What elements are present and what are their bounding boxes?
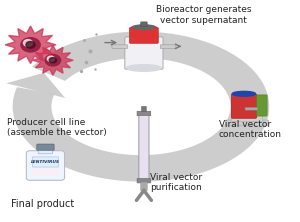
FancyBboxPatch shape bbox=[32, 157, 58, 167]
Circle shape bbox=[45, 55, 61, 66]
FancyBboxPatch shape bbox=[32, 165, 58, 176]
FancyBboxPatch shape bbox=[231, 104, 262, 121]
Circle shape bbox=[49, 57, 57, 63]
Text: Viral vector
concentration: Viral vector concentration bbox=[218, 120, 281, 139]
FancyBboxPatch shape bbox=[256, 95, 267, 116]
Ellipse shape bbox=[127, 65, 161, 71]
Ellipse shape bbox=[232, 91, 256, 96]
Ellipse shape bbox=[130, 26, 157, 31]
FancyBboxPatch shape bbox=[225, 120, 268, 126]
Polygon shape bbox=[5, 26, 56, 63]
FancyBboxPatch shape bbox=[231, 94, 257, 118]
FancyBboxPatch shape bbox=[130, 28, 158, 43]
FancyBboxPatch shape bbox=[139, 114, 149, 181]
FancyBboxPatch shape bbox=[141, 182, 147, 191]
FancyBboxPatch shape bbox=[160, 45, 176, 49]
FancyBboxPatch shape bbox=[141, 22, 147, 26]
FancyBboxPatch shape bbox=[37, 144, 54, 150]
Polygon shape bbox=[33, 45, 73, 75]
FancyBboxPatch shape bbox=[112, 45, 128, 49]
Text: Producer cell line
(assemble the vector): Producer cell line (assemble the vector) bbox=[7, 118, 106, 137]
FancyBboxPatch shape bbox=[137, 111, 151, 116]
FancyBboxPatch shape bbox=[125, 37, 163, 69]
FancyBboxPatch shape bbox=[137, 178, 151, 183]
FancyBboxPatch shape bbox=[26, 151, 64, 180]
Circle shape bbox=[23, 40, 33, 46]
Polygon shape bbox=[13, 32, 269, 182]
Text: Viral vector
purification: Viral vector purification bbox=[150, 173, 202, 192]
Circle shape bbox=[26, 42, 35, 48]
Text: Final product: Final product bbox=[11, 199, 74, 209]
Ellipse shape bbox=[133, 25, 155, 29]
FancyBboxPatch shape bbox=[38, 148, 52, 154]
FancyBboxPatch shape bbox=[245, 107, 258, 110]
Circle shape bbox=[21, 38, 40, 52]
Circle shape bbox=[47, 56, 55, 61]
Text: LENTIVIRUS: LENTIVIRUS bbox=[31, 160, 60, 164]
FancyBboxPatch shape bbox=[142, 106, 146, 112]
Polygon shape bbox=[6, 73, 65, 98]
Text: Bioreactor generates
vector supernatant: Bioreactor generates vector supernatant bbox=[156, 5, 251, 24]
